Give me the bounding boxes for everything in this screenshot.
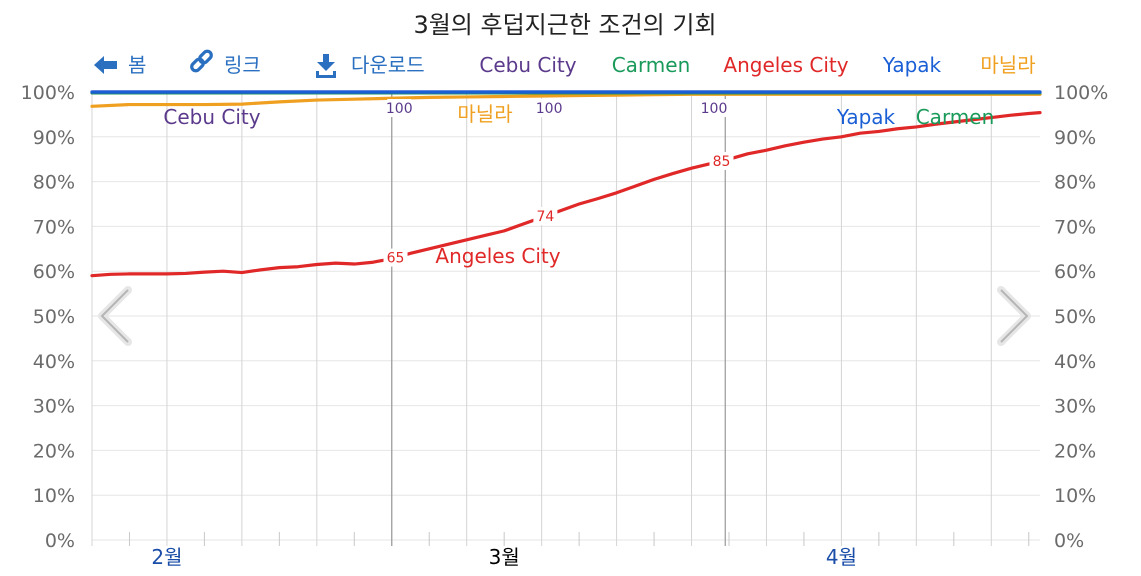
y-tick-label-right: 80% <box>1054 172 1096 194</box>
data-label-bg <box>533 207 558 226</box>
y-tick-label-right: 10% <box>1054 485 1096 507</box>
legend-item: Cebu City <box>479 53 576 77</box>
data-label: 65 <box>387 251 405 267</box>
data-label-bg <box>709 151 734 170</box>
y-tick-label-left: 50% <box>33 306 75 328</box>
arrow-left-icon <box>94 56 117 74</box>
download-button[interactable]: 다운로드 <box>316 53 425 78</box>
y-tick-label-left: 90% <box>33 127 75 149</box>
series-inline-label: 마닐라 <box>457 102 512 126</box>
series-lines <box>90 90 1042 278</box>
series-inline-label: Angeles City <box>435 244 560 268</box>
download-label: 다운로드 <box>351 53 425 77</box>
y-tick-label-left: 30% <box>33 396 75 418</box>
x-month-label: 2월 <box>151 545 182 569</box>
x-month-label: 3월 <box>489 545 520 569</box>
series-inline-label: Cebu City <box>163 105 260 129</box>
y-tick-label-left: 100% <box>21 82 75 104</box>
y-tick-label-left: 60% <box>33 261 75 283</box>
data-label-bg <box>537 99 562 117</box>
y-tick-label-right: 60% <box>1054 261 1096 283</box>
y-tick-label-left: 40% <box>33 351 75 373</box>
y-tick-label-left: 80% <box>33 172 75 194</box>
legend-item: 마닐라 <box>980 53 1035 77</box>
data-label: 100 <box>386 101 413 117</box>
chart-title: 3월의 후덥지근한 조건의 기회 <box>413 11 716 39</box>
link-icon <box>190 49 213 73</box>
data-label: 74 <box>536 209 554 225</box>
series-inline-label: Yapak <box>836 105 896 129</box>
download-icon <box>316 54 336 78</box>
back-button[interactable]: 봄 <box>94 53 146 77</box>
y-axis-left: 0% 10% 20% 30% 40% 50% 60% 70% 80% 90% 100% <box>21 82 75 552</box>
y-axis-right: 0% 10% 20% 30% 40% 50% 60% 70% 80% 90% 100% <box>1054 82 1108 552</box>
y-tick-label-left: 70% <box>33 216 75 238</box>
y-tick-label-left: 20% <box>33 440 75 462</box>
y-tick-label-right: 0% <box>1054 530 1084 552</box>
y-tick-label-left: 0% <box>45 530 75 552</box>
y-tick-label-right: 100% <box>1054 82 1108 104</box>
x-axis-months: 2월 3월 4월 <box>151 545 857 569</box>
prev-button[interactable] <box>98 286 132 346</box>
y-tick-label-right: 30% <box>1054 396 1096 418</box>
series-inline-label: Carmen <box>916 105 995 129</box>
x-month-label: 4월 <box>826 545 857 569</box>
legend-item: Carmen <box>612 53 691 77</box>
legend-item: Angeles City <box>723 53 848 77</box>
legend-item: Yapak <box>882 53 942 77</box>
series-labels: 100 100 100 65 74 85 Cebu City 마닐라 Angeles City Y… <box>163 99 994 268</box>
link-button[interactable]: 링크 <box>190 49 261 77</box>
link-label: 링크 <box>224 53 261 77</box>
next-button[interactable] <box>997 286 1031 346</box>
y-tick-label-right: 90% <box>1054 127 1096 149</box>
data-label-bg <box>387 99 412 117</box>
data-label-bg <box>702 99 727 117</box>
y-tick-label-right: 40% <box>1054 351 1096 373</box>
legend: Cebu City Carmen Angeles City Yapak 마닐라 <box>479 53 1035 77</box>
data-label: 100 <box>701 101 728 117</box>
data-label-bg <box>383 248 408 267</box>
data-label: 100 <box>536 101 563 117</box>
back-label: 봄 <box>128 53 146 77</box>
grid <box>91 91 1040 546</box>
y-tick-label-right: 50% <box>1054 306 1096 328</box>
series-line <box>90 111 1042 278</box>
data-label: 85 <box>713 154 731 170</box>
y-tick-label-right: 70% <box>1054 216 1096 238</box>
y-tick-label-left: 10% <box>33 485 75 507</box>
y-tick-label-right: 20% <box>1054 440 1096 462</box>
